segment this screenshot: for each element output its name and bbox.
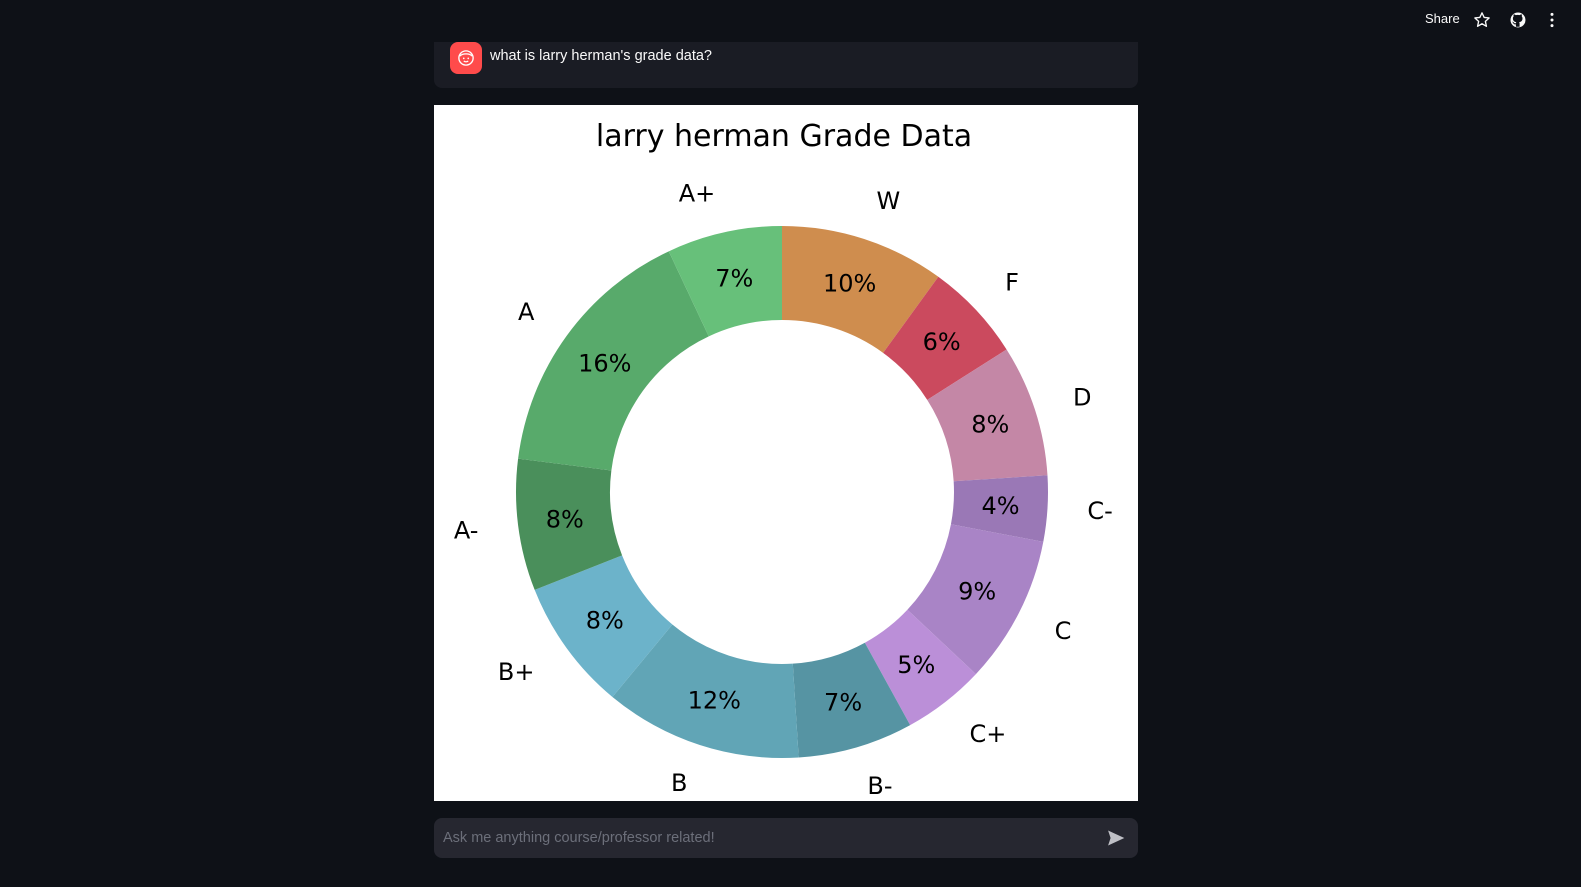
category-label: A+ — [679, 179, 716, 207]
grade-chart: larry herman Grade Data 10% 6% 8% 4% 9% 5% 7% 1… — [434, 105, 1138, 801]
slice-a-minus — [516, 458, 623, 590]
slice-a-plus — [668, 226, 782, 337]
category-label: B- — [867, 772, 892, 800]
percent-label: 10% — [823, 270, 876, 298]
send-icon[interactable] — [1106, 828, 1126, 848]
percent-label: 7% — [824, 688, 862, 716]
slice-w — [782, 226, 939, 353]
chart-title: larry herman Grade Data — [596, 119, 972, 154]
percent-label: 9% — [958, 577, 996, 605]
category-label: B+ — [498, 658, 535, 686]
category-label: D — [1073, 383, 1091, 411]
slice-c — [907, 524, 1044, 675]
chat-input-container — [434, 818, 1138, 858]
percent-label: 8% — [586, 607, 624, 635]
share-button[interactable]: Share — [1425, 11, 1460, 26]
category-label: A- — [454, 516, 479, 544]
slice-f — [883, 276, 1007, 400]
percent-label: 5% — [897, 651, 935, 679]
donut-slices — [516, 226, 1048, 758]
category-label: C — [1055, 617, 1072, 645]
percent-labels: 10% 6% 8% 4% 9% 5% 7% 12% 8% 8% 16% 7% — [546, 264, 1020, 716]
slice-b-plus — [534, 555, 673, 697]
percent-label: 8% — [546, 505, 584, 533]
slice-b — [612, 624, 799, 758]
percent-label: 8% — [971, 410, 1009, 438]
percent-label: 4% — [982, 492, 1020, 520]
percent-label: 12% — [688, 686, 741, 714]
percent-label: 16% — [578, 349, 631, 377]
category-label: C+ — [970, 720, 1007, 748]
user-avatar — [450, 42, 482, 74]
donut-chart: larry herman Grade Data 10%6%8%4%9%5%7%1… — [454, 119, 1113, 800]
chat-input[interactable] — [434, 818, 1084, 858]
percent-label: 7% — [715, 264, 753, 292]
category-label: C- — [1087, 497, 1112, 525]
star-icon[interactable] — [1473, 11, 1491, 29]
category-label: W — [877, 187, 901, 215]
slice-d — [927, 349, 1048, 482]
github-icon[interactable] — [1509, 11, 1527, 29]
more-vertical-icon[interactable] — [1543, 11, 1561, 29]
slice-b-minus — [792, 642, 911, 758]
percent-label: 6% — [923, 328, 961, 356]
chat-message-user: what is larry herman's grade data? — [434, 42, 1138, 88]
category-labels: W F D C- C C+ B- B B+ A- A A+ — [454, 179, 1113, 799]
slice-c-plus — [864, 609, 976, 726]
category-label: A — [518, 298, 535, 326]
category-label: F — [1005, 269, 1019, 297]
top-toolbar: Share — [0, 0, 1581, 40]
category-label: B — [671, 769, 687, 797]
slice-a — [518, 251, 709, 471]
face-icon — [458, 50, 474, 66]
slice-c-minus — [950, 475, 1048, 542]
user-message-text: what is larry herman's grade data? — [490, 48, 712, 64]
